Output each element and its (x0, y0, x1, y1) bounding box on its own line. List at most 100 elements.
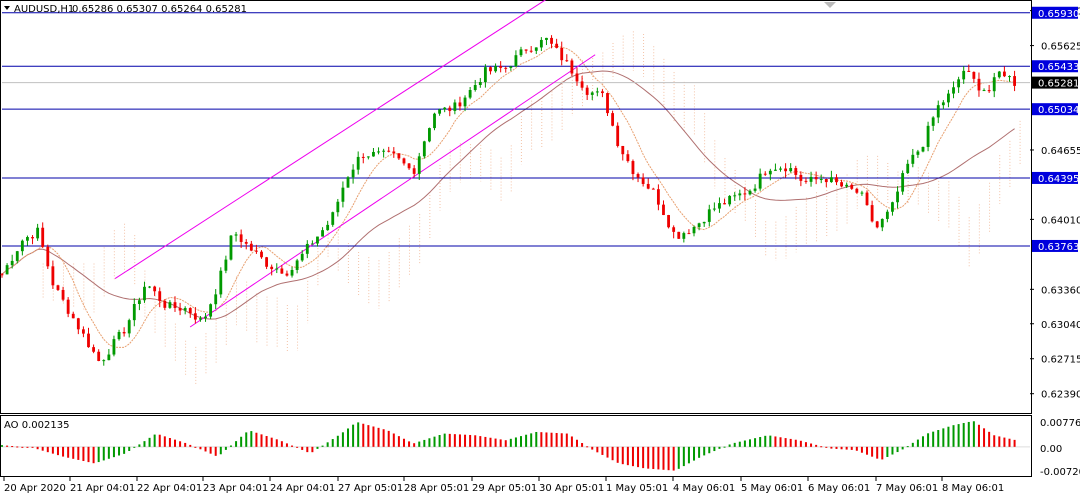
ao-bar (36, 446, 39, 450)
ao-bar (209, 446, 212, 454)
ao-bar (871, 446, 874, 457)
candle (26, 235, 29, 246)
candle-body (87, 333, 90, 348)
candle-body (20, 240, 24, 252)
candle-body (270, 266, 274, 270)
candle-body (483, 67, 487, 83)
symbol-menu-triangle-icon[interactable] (4, 6, 10, 10)
ao-bar (6, 445, 9, 447)
candle (891, 201, 894, 216)
candle (163, 299, 167, 311)
candle-body (845, 184, 849, 187)
candle (967, 64, 971, 72)
ao-bar (153, 434, 156, 447)
candle-body (753, 188, 757, 191)
ao-bar (921, 436, 924, 447)
candle (453, 99, 457, 115)
candle (87, 327, 90, 348)
ao-bar (118, 446, 121, 456)
candle-body (885, 211, 889, 219)
candle-body (814, 176, 818, 180)
candle-body (204, 316, 207, 319)
ao-bar (377, 427, 380, 447)
ao-bar (866, 446, 869, 455)
candle (723, 198, 726, 205)
ao-bar (942, 428, 945, 447)
ao-bar (56, 446, 59, 456)
candle (733, 192, 737, 201)
candle-body (809, 176, 813, 182)
candle-body (193, 313, 197, 320)
candle (550, 35, 553, 49)
candle-body (428, 128, 431, 142)
candle (580, 75, 584, 91)
ao-bar (347, 428, 350, 447)
ao-bar (830, 446, 833, 449)
candle-body (585, 87, 589, 95)
chart-shift-marker-icon[interactable] (824, 2, 836, 8)
candle (814, 171, 818, 185)
candle (224, 255, 228, 274)
ao-bar (693, 446, 696, 461)
candle-body (234, 234, 238, 236)
candle-body (916, 151, 920, 155)
candle (199, 316, 202, 322)
candle (656, 184, 660, 211)
price-tick-label: 0.65625 (1041, 42, 1080, 53)
ao-bar (993, 435, 996, 447)
ao-tick-zero: 0.00 (1040, 444, 1062, 455)
ao-bar (163, 436, 166, 447)
candle (519, 46, 523, 58)
candle (310, 240, 314, 245)
ao-bar (530, 433, 533, 447)
candle-body (366, 156, 370, 158)
candle-body (687, 233, 691, 235)
ao-bar (896, 446, 899, 453)
candle-body (524, 49, 528, 51)
candle-body (51, 266, 55, 286)
candle (229, 235, 233, 261)
candle-body (402, 158, 406, 164)
candle (290, 266, 294, 278)
candle-body (407, 163, 411, 169)
candle-body (224, 259, 228, 271)
candle-body (875, 221, 879, 228)
candle (728, 195, 732, 207)
candle (590, 91, 594, 101)
ao-bar (97, 446, 100, 463)
candle (433, 112, 436, 131)
candle (565, 54, 569, 62)
candle (992, 72, 996, 98)
level-price-tag-label: 0.63763 (1038, 242, 1079, 253)
candle-body (137, 300, 141, 305)
candle (560, 41, 564, 66)
time-tick-label: 30 Apr 05:01 (539, 483, 604, 493)
candle-body (595, 91, 599, 93)
candle (712, 202, 716, 212)
candle-body (896, 191, 899, 203)
candle-body (316, 236, 319, 244)
candle (112, 335, 116, 357)
ao-bar (413, 443, 416, 447)
candle-body (855, 188, 859, 193)
level-price-tag-label: 0.65433 (1038, 62, 1079, 73)
ao-bar (148, 437, 151, 447)
ao-bar (525, 434, 528, 447)
candle (789, 163, 793, 173)
candle-body (936, 105, 940, 118)
ao-bar (255, 432, 258, 447)
ao-bar (311, 446, 314, 453)
time-tick-label: 22 Apr 04:01 (137, 483, 202, 493)
candle-body (682, 233, 686, 239)
candle (631, 159, 635, 181)
ao-bar (489, 437, 492, 447)
ao-bar (67, 446, 70, 458)
candle (422, 140, 426, 159)
candle (865, 190, 869, 206)
candle (122, 327, 126, 337)
candle-body (580, 81, 584, 88)
ao-bar (983, 428, 986, 447)
candle-body (906, 163, 910, 174)
candle-body (183, 308, 187, 311)
candle-body (850, 184, 854, 189)
